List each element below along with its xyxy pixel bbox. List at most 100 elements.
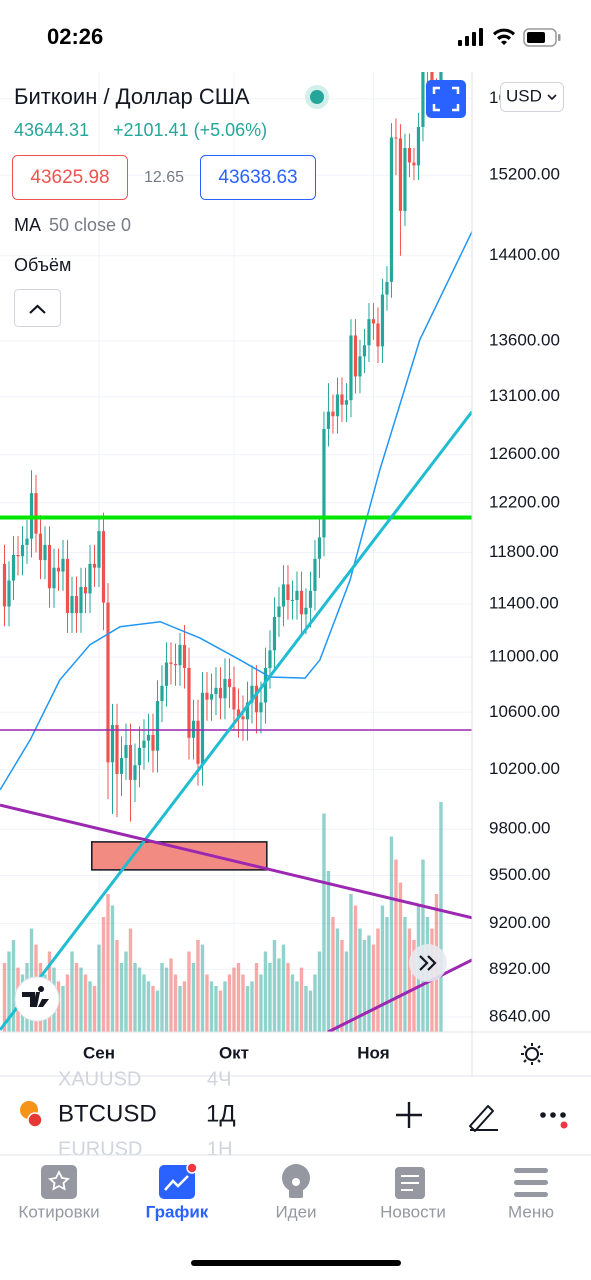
candle-body <box>178 644 182 666</box>
candle-body <box>218 687 223 699</box>
volume-bar <box>326 871 331 1032</box>
volume-bar <box>371 944 376 1032</box>
volume-bar <box>272 940 277 1032</box>
volume-bar <box>232 967 236 1032</box>
volume-bar <box>65 974 70 1032</box>
candle-body <box>317 537 322 559</box>
candle-body <box>407 147 412 163</box>
volume-bar <box>236 963 241 1032</box>
volume-bar <box>61 986 65 1032</box>
candle-body <box>385 281 389 295</box>
volume-bar <box>70 951 74 1032</box>
candle-body <box>83 586 88 594</box>
tab-label[interactable]: Котировки <box>18 1202 99 1221</box>
candle-body <box>344 400 349 405</box>
volume-bar <box>137 967 142 1032</box>
sell-button[interactable] <box>12 155 128 200</box>
volume-bar <box>218 990 223 1032</box>
candle-body <box>11 555 16 581</box>
volume-bar <box>214 986 218 1032</box>
volume-bar <box>412 940 416 1032</box>
candle-body <box>182 644 187 668</box>
candle-body <box>74 596 79 614</box>
collapse-button[interactable] <box>14 289 61 327</box>
volume-bar <box>281 944 286 1032</box>
volume-bar <box>403 917 407 1032</box>
settings-icon[interactable] <box>521 1043 543 1065</box>
y-tick-label: 12600.00 <box>489 444 560 463</box>
volume-bar <box>92 986 97 1032</box>
drawing-button[interactable] <box>469 1105 498 1132</box>
fullscreen-icon <box>432 86 460 112</box>
volume-bar <box>385 917 389 1032</box>
tab-label[interactable]: График <box>146 1202 209 1221</box>
candle-body <box>43 544 47 561</box>
volume-bar <box>277 958 281 1032</box>
volume-bar <box>79 967 83 1032</box>
add-button[interactable] <box>396 1102 422 1128</box>
candle-body <box>426 69 429 72</box>
candle-body <box>245 702 250 720</box>
candle-body <box>16 555 20 557</box>
more-button[interactable] <box>540 1112 568 1129</box>
volume-bar <box>304 986 308 1032</box>
symbol[interactable]: BTCUSD <box>58 1100 157 1127</box>
last-price: 43644.31 <box>14 120 89 140</box>
trend-line[interactable] <box>0 803 472 920</box>
trend-line[interactable] <box>327 958 472 1032</box>
candle-body <box>133 765 137 780</box>
currency-button[interactable] <box>500 82 564 112</box>
candle-body <box>394 137 398 139</box>
fullscreen-button[interactable] <box>426 80 466 118</box>
candle-body <box>322 428 326 538</box>
tab-label[interactable]: Идеи <box>275 1202 316 1221</box>
candle-body <box>70 596 74 614</box>
y-tick-label: 11000.00 <box>489 647 559 666</box>
y-tick-label: 13600.00 <box>489 330 560 349</box>
candle-body <box>119 757 124 774</box>
status-icons <box>458 28 561 47</box>
volume-bar <box>308 990 313 1032</box>
candle-body <box>56 567 61 572</box>
candle-body <box>286 584 290 600</box>
volume-bar <box>439 802 443 1032</box>
moving-average <box>0 231 472 791</box>
zone-rectangle <box>91 841 268 871</box>
y-tick-label: 14400.00 <box>489 245 560 264</box>
volume-bar <box>250 981 254 1032</box>
candle-body <box>227 678 232 688</box>
candle-body <box>92 563 97 568</box>
candle-body <box>277 606 281 617</box>
volume-bar <box>263 951 268 1032</box>
y-tick-label: 8920.00 <box>489 959 550 978</box>
symbol-title: Биткоин / Доллар США <box>14 84 250 109</box>
volume-bar <box>376 928 380 1032</box>
candle-body <box>115 724 119 774</box>
candle-body <box>272 616 277 651</box>
candle-body <box>146 734 151 741</box>
tab-label[interactable]: Меню <box>508 1202 554 1221</box>
trend-line[interactable] <box>0 410 472 1031</box>
volume-bar <box>196 940 200 1032</box>
interval[interactable]: 1Д <box>206 1100 236 1127</box>
volume-bar <box>227 974 232 1032</box>
candle-body <box>281 584 286 607</box>
market-status-dot <box>310 90 324 104</box>
candle-body <box>380 294 385 347</box>
candle-body <box>362 345 367 357</box>
indicator-name[interactable]: MA <box>14 215 41 235</box>
next-symbol: EURUSD <box>58 1138 142 1160</box>
volume-bar <box>106 894 110 1032</box>
volume-bar <box>155 990 160 1032</box>
candle-body <box>151 734 155 751</box>
volume-indicator[interactable]: Объём <box>14 255 71 275</box>
candle-body <box>236 709 241 717</box>
candle-body <box>263 667 268 703</box>
volume-bar <box>74 963 79 1032</box>
y-tick-label: 13100.00 <box>489 386 560 405</box>
candle-body <box>259 702 263 713</box>
buy-button[interactable] <box>200 155 316 200</box>
candle-body <box>389 137 394 282</box>
tab-label[interactable]: Новости <box>380 1202 446 1221</box>
